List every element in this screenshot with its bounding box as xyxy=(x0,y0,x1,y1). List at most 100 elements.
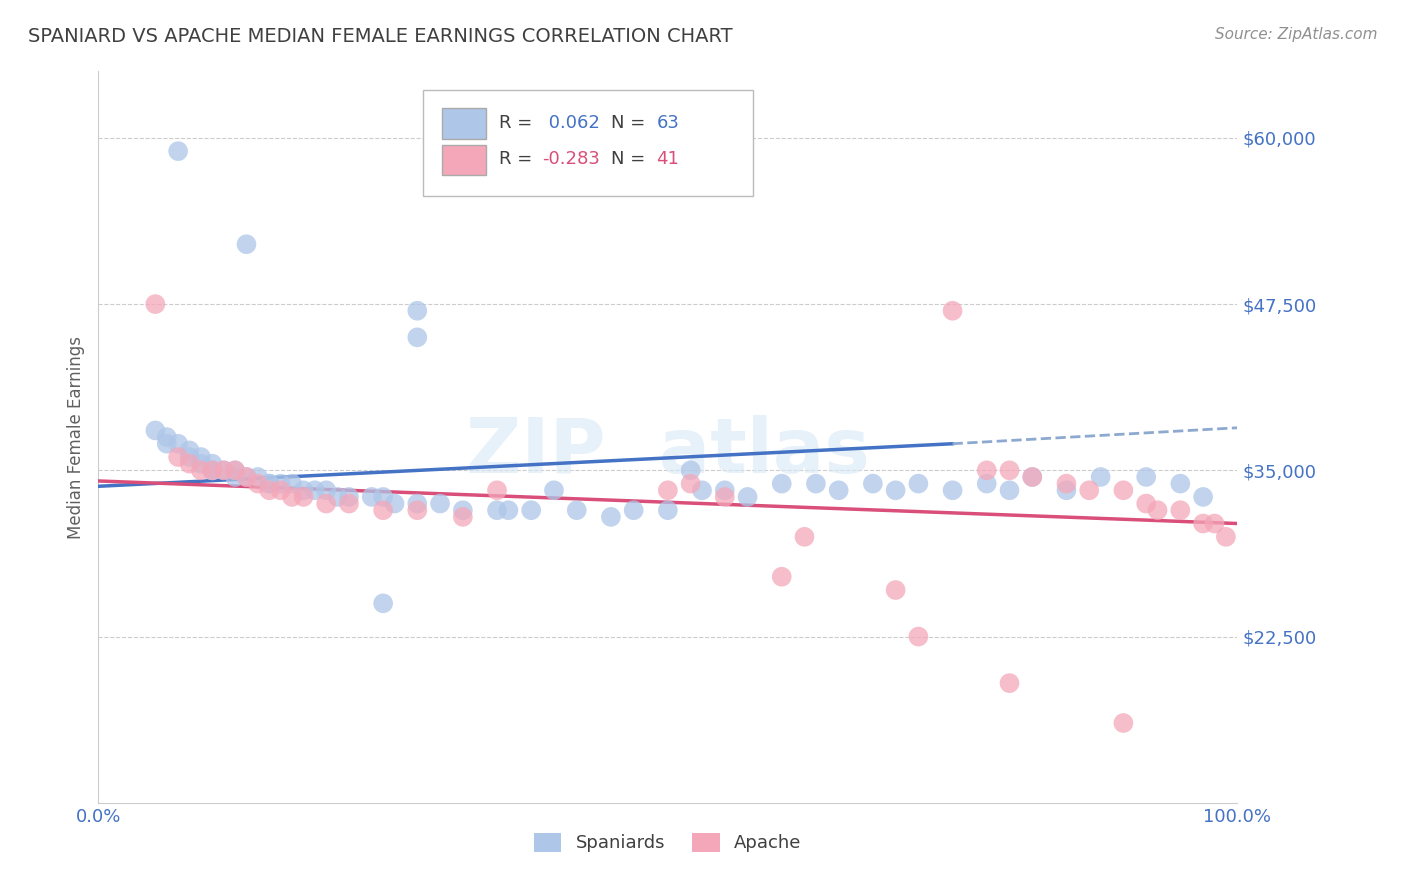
Text: 41: 41 xyxy=(657,150,679,168)
Point xyxy=(246,470,269,484)
Point xyxy=(998,676,1021,690)
Point xyxy=(623,503,645,517)
Text: Source: ZipAtlas.com: Source: ZipAtlas.com xyxy=(1215,27,1378,42)
Point xyxy=(281,476,304,491)
Text: 63: 63 xyxy=(657,113,679,131)
Text: ZIP  atlas: ZIP atlas xyxy=(465,415,870,489)
Point xyxy=(281,490,304,504)
Point xyxy=(235,237,257,252)
Point xyxy=(486,503,509,517)
Point xyxy=(737,490,759,504)
Point xyxy=(235,470,257,484)
Point xyxy=(190,457,212,471)
FancyBboxPatch shape xyxy=(443,145,485,175)
Point xyxy=(451,503,474,517)
Point xyxy=(406,497,429,511)
Point xyxy=(714,490,737,504)
Point xyxy=(1078,483,1101,498)
Point xyxy=(907,630,929,644)
Point xyxy=(167,450,190,464)
Point xyxy=(1021,470,1043,484)
Point xyxy=(167,144,190,158)
Point xyxy=(679,476,702,491)
Point xyxy=(167,436,190,450)
Point xyxy=(212,463,235,477)
Point xyxy=(884,483,907,498)
Point xyxy=(976,476,998,491)
Point xyxy=(1170,476,1192,491)
Point xyxy=(360,490,382,504)
Point xyxy=(998,483,1021,498)
Point xyxy=(520,503,543,517)
Point xyxy=(201,463,224,477)
Point xyxy=(371,596,394,610)
Point xyxy=(371,490,394,504)
Legend: Spaniards, Apache: Spaniards, Apache xyxy=(527,826,808,860)
Point xyxy=(259,476,281,491)
Point xyxy=(179,443,201,458)
Text: N =: N = xyxy=(610,150,651,168)
Point xyxy=(337,497,360,511)
Point xyxy=(224,463,246,477)
Point xyxy=(976,463,998,477)
Point xyxy=(201,457,224,471)
Point xyxy=(145,297,167,311)
Point xyxy=(429,497,451,511)
Point xyxy=(793,530,815,544)
Point xyxy=(1215,530,1237,544)
Point xyxy=(804,476,827,491)
Point xyxy=(201,463,224,477)
Point xyxy=(942,303,965,318)
Point xyxy=(1021,470,1043,484)
Point xyxy=(259,483,281,498)
Point xyxy=(292,490,315,504)
Point xyxy=(907,476,929,491)
Text: R =: R = xyxy=(499,150,538,168)
Point xyxy=(942,483,965,498)
Point xyxy=(1090,470,1112,484)
Point xyxy=(179,457,201,471)
Text: N =: N = xyxy=(610,113,651,131)
Point xyxy=(1146,503,1168,517)
Point xyxy=(543,483,565,498)
Point xyxy=(406,303,429,318)
Point xyxy=(315,497,337,511)
Point xyxy=(998,463,1021,477)
Point xyxy=(315,483,337,498)
Point xyxy=(190,463,212,477)
Point xyxy=(384,497,406,511)
Point xyxy=(406,330,429,344)
Point xyxy=(156,436,179,450)
Point xyxy=(406,503,429,517)
Point xyxy=(270,483,292,498)
Point xyxy=(770,476,793,491)
Point xyxy=(212,463,235,477)
Text: -0.283: -0.283 xyxy=(543,150,600,168)
Point xyxy=(884,582,907,597)
Y-axis label: Median Female Earnings: Median Female Earnings xyxy=(66,335,84,539)
Point xyxy=(270,476,292,491)
FancyBboxPatch shape xyxy=(443,108,485,138)
Point xyxy=(1135,470,1157,484)
Point xyxy=(657,503,679,517)
Point xyxy=(201,463,224,477)
Point xyxy=(486,483,509,498)
Text: SPANIARD VS APACHE MEDIAN FEMALE EARNINGS CORRELATION CHART: SPANIARD VS APACHE MEDIAN FEMALE EARNING… xyxy=(28,27,733,45)
Point xyxy=(337,490,360,504)
Point xyxy=(600,509,623,524)
Point xyxy=(770,570,793,584)
Point xyxy=(1192,490,1215,504)
Text: R =: R = xyxy=(499,113,538,131)
Point xyxy=(565,503,588,517)
Point xyxy=(714,483,737,498)
Point xyxy=(862,476,884,491)
Point xyxy=(156,430,179,444)
Point xyxy=(451,509,474,524)
Point xyxy=(1112,483,1135,498)
Point xyxy=(498,503,520,517)
Point xyxy=(1112,716,1135,731)
Point xyxy=(371,503,394,517)
Point xyxy=(657,483,679,498)
Point xyxy=(1192,516,1215,531)
Point xyxy=(1054,483,1078,498)
